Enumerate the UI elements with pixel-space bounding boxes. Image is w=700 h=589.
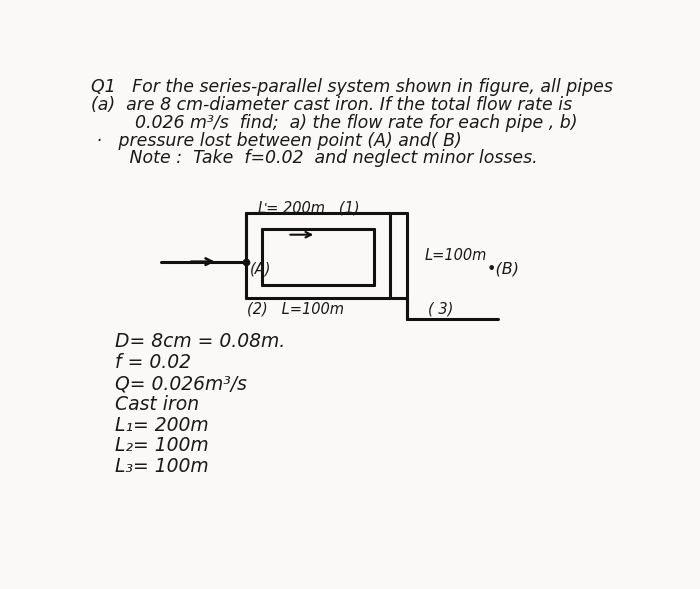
Text: Q1   For the series-parallel system shown in figure, all pipes: Q1 For the series-parallel system shown … <box>92 78 613 97</box>
Text: L=100m: L=100m <box>425 248 487 263</box>
Text: Cast iron: Cast iron <box>115 395 199 414</box>
Text: •(B): •(B) <box>486 262 519 277</box>
Text: f = 0.02: f = 0.02 <box>115 353 190 372</box>
Text: ': ' <box>263 201 267 214</box>
Text: (A): (A) <box>251 262 272 277</box>
Text: Note :  Take  f=0.02  and neglect minor losses.: Note : Take f=0.02 and neglect minor los… <box>92 149 538 167</box>
Text: L= 200m   (1): L= 200m (1) <box>258 200 359 215</box>
Text: L₂= 100m: L₂= 100m <box>115 436 209 455</box>
Text: 0.026 m³/s  find;  a) the flow rate for each pipe , b): 0.026 m³/s find; a) the flow rate for ea… <box>92 114 578 132</box>
Text: ( 3): ( 3) <box>428 302 454 317</box>
Text: ·   pressure lost between point (A) and( B): · pressure lost between point (A) and( B… <box>92 131 462 150</box>
Text: Q= 0.026m³/s: Q= 0.026m³/s <box>115 374 246 393</box>
Text: L₃= 100m: L₃= 100m <box>115 457 209 477</box>
Text: (a)  are 8 cm-diameter cast iron. If the total flow rate is: (a) are 8 cm-diameter cast iron. If the … <box>92 96 573 114</box>
Text: (2)   L=100m: (2) L=100m <box>246 302 344 317</box>
Text: D= 8cm = 0.08m.: D= 8cm = 0.08m. <box>115 332 285 352</box>
Text: L₁= 200m: L₁= 200m <box>115 416 209 435</box>
